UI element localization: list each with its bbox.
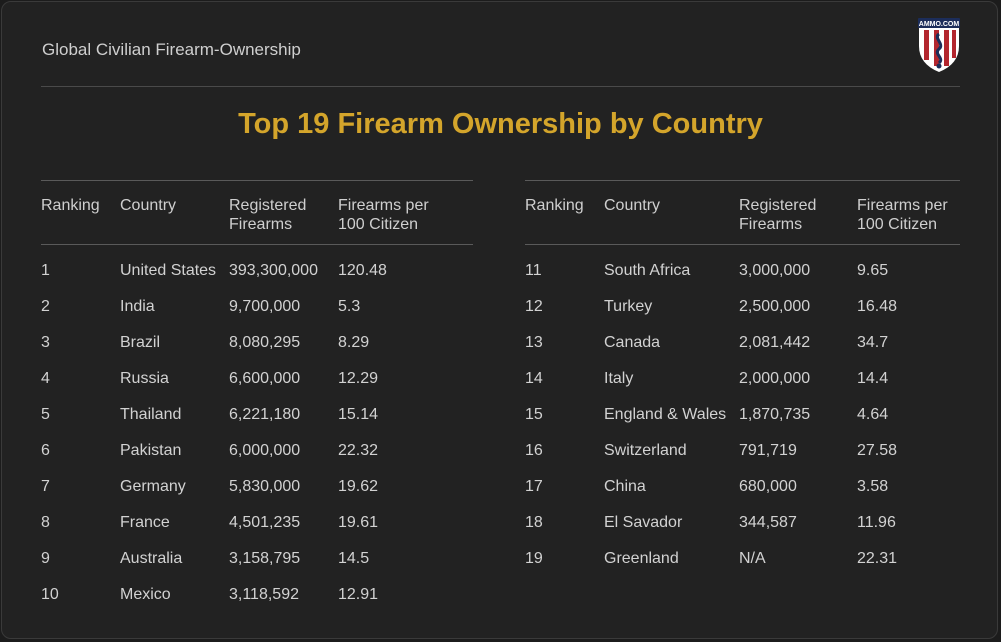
- column-header-country: Country: [604, 197, 661, 214]
- cell-ranking: 9: [41, 550, 50, 567]
- page-title: Top 19 Firearm Ownership by Country: [238, 108, 763, 140]
- cell-ranking: 3: [41, 334, 50, 351]
- column-header-registered-firearms: Registered Firearms: [739, 197, 817, 233]
- cell-country: Switzerland: [604, 442, 687, 459]
- column-header-registered-firearms: Registered Firearms: [229, 197, 307, 233]
- cell-firearms-per-100: 14.5: [338, 550, 370, 567]
- cell-country: South Africa: [604, 262, 691, 279]
- cell-ranking: 16: [525, 442, 543, 459]
- column-header-country: Country: [120, 197, 177, 214]
- cell-firearms-per-100: 22.32: [338, 442, 379, 459]
- cell-registered-firearms: 344,587: [739, 514, 797, 531]
- header-title: Global Civilian Firearm-Ownership: [42, 40, 301, 59]
- cell-ranking: 18: [525, 514, 543, 531]
- cell-registered-firearms: 6,221,180: [229, 406, 301, 423]
- cell-country: England & Wales: [604, 406, 727, 423]
- cell-country: Italy: [604, 370, 634, 387]
- cell-registered-firearms: 2,081,442: [739, 334, 811, 351]
- cell-country: China: [604, 478, 646, 495]
- cell-firearms-per-100: 14.4: [857, 370, 889, 387]
- cell-country: Greenland: [604, 550, 679, 567]
- cell-firearms-per-100: 5.3: [338, 298, 361, 315]
- cell-registered-firearms: 5,830,000: [229, 478, 301, 495]
- cell-registered-firearms: 791,719: [739, 442, 797, 459]
- cell-country: Pakistan: [120, 442, 182, 459]
- column-header-firearms-per-100: Firearms per 100 Citizen: [857, 197, 948, 233]
- cell-firearms-per-100: 19.62: [338, 478, 379, 495]
- cell-registered-firearms: 1,870,735: [739, 406, 811, 423]
- cell-country: Russia: [120, 370, 169, 387]
- cell-firearms-per-100: 8.29: [338, 334, 370, 351]
- cell-ranking: 5: [41, 406, 50, 423]
- cell-registered-firearms: N/A: [739, 550, 766, 567]
- cell-ranking: 7: [41, 478, 50, 495]
- cell-firearms-per-100: 9.65: [857, 262, 889, 279]
- table-header-rule: [525, 244, 960, 245]
- cell-registered-firearms: 6,000,000: [229, 442, 301, 459]
- cell-firearms-per-100: 4.64: [857, 406, 889, 423]
- cell-registered-firearms: 2,500,000: [739, 298, 811, 315]
- header-divider: [41, 86, 960, 87]
- cell-country: United States: [120, 262, 217, 279]
- cell-country: Brazil: [120, 334, 161, 351]
- cell-ranking: 11: [525, 262, 542, 279]
- cell-firearms-per-100: 16.48: [857, 298, 898, 315]
- cell-country: Turkey: [604, 298, 653, 315]
- cell-ranking: 19: [525, 550, 543, 567]
- cell-ranking: 1: [41, 262, 50, 279]
- cell-registered-firearms: 6,600,000: [229, 370, 301, 387]
- table-header-rule: [41, 244, 473, 245]
- cell-country: India: [120, 298, 155, 315]
- cell-firearms-per-100: 19.61: [338, 514, 379, 531]
- cell-ranking: 17: [525, 478, 543, 495]
- cell-registered-firearms: 2,000,000: [739, 370, 811, 387]
- cell-firearms-per-100: 12.91: [338, 586, 379, 603]
- cell-country: Mexico: [120, 586, 171, 603]
- cell-firearms-per-100: 22.31: [857, 550, 898, 567]
- cell-registered-firearms: 3,000,000: [739, 262, 811, 279]
- cell-country: Australia: [120, 550, 183, 567]
- cell-registered-firearms: 393,300,000: [229, 262, 318, 279]
- cell-firearms-per-100: 11.96: [857, 514, 896, 531]
- cell-ranking: 12: [525, 298, 543, 315]
- cell-country: Thailand: [120, 406, 182, 423]
- cell-ranking: 2: [41, 298, 50, 315]
- cell-firearms-per-100: 15.14: [338, 406, 379, 423]
- table-top-rule: [525, 180, 960, 181]
- cell-firearms-per-100: 3.58: [857, 478, 889, 495]
- ranking-table-left: Ranking Country Registered Firearms Fire…: [41, 180, 473, 610]
- cell-registered-firearms: 680,000: [739, 478, 797, 495]
- cell-ranking: 6: [41, 442, 50, 459]
- cell-ranking: 15: [525, 406, 543, 423]
- cell-registered-firearms: 4,501,235: [229, 514, 301, 531]
- cell-registered-firearms: 9,700,000: [229, 298, 301, 315]
- cell-country: France: [120, 514, 170, 531]
- cell-ranking: 8: [41, 514, 50, 531]
- column-header-firearms-per-100: Firearms per 100 Citizen: [338, 197, 429, 233]
- cell-firearms-per-100: 34.7: [857, 334, 889, 351]
- cell-ranking: 10: [41, 586, 59, 603]
- cell-country: El Savador: [604, 514, 683, 531]
- cell-ranking: 13: [525, 334, 543, 351]
- cell-firearms-per-100: 120.48: [338, 262, 387, 279]
- cell-ranking: 14: [525, 370, 543, 387]
- cell-registered-firearms: 8,080,295: [229, 334, 301, 351]
- cell-country: Germany: [120, 478, 186, 495]
- cell-registered-firearms: 3,118,592: [229, 586, 299, 603]
- table-top-rule: [41, 180, 473, 181]
- ranking-table-right: Ranking Country Registered Firearms Fire…: [525, 180, 960, 610]
- cell-country: Canada: [604, 334, 661, 351]
- cell-ranking: 4: [41, 370, 50, 387]
- column-header-ranking: Ranking: [41, 197, 100, 214]
- logo-text: AMMO.COM: [919, 21, 960, 28]
- cell-registered-firearms: 3,158,795: [229, 550, 301, 567]
- cell-firearms-per-100: 12.29: [338, 370, 379, 387]
- column-header-ranking: Ranking: [525, 197, 584, 214]
- ammo-logo: AMMO.COM: [918, 18, 960, 72]
- cell-firearms-per-100: 27.58: [857, 442, 898, 459]
